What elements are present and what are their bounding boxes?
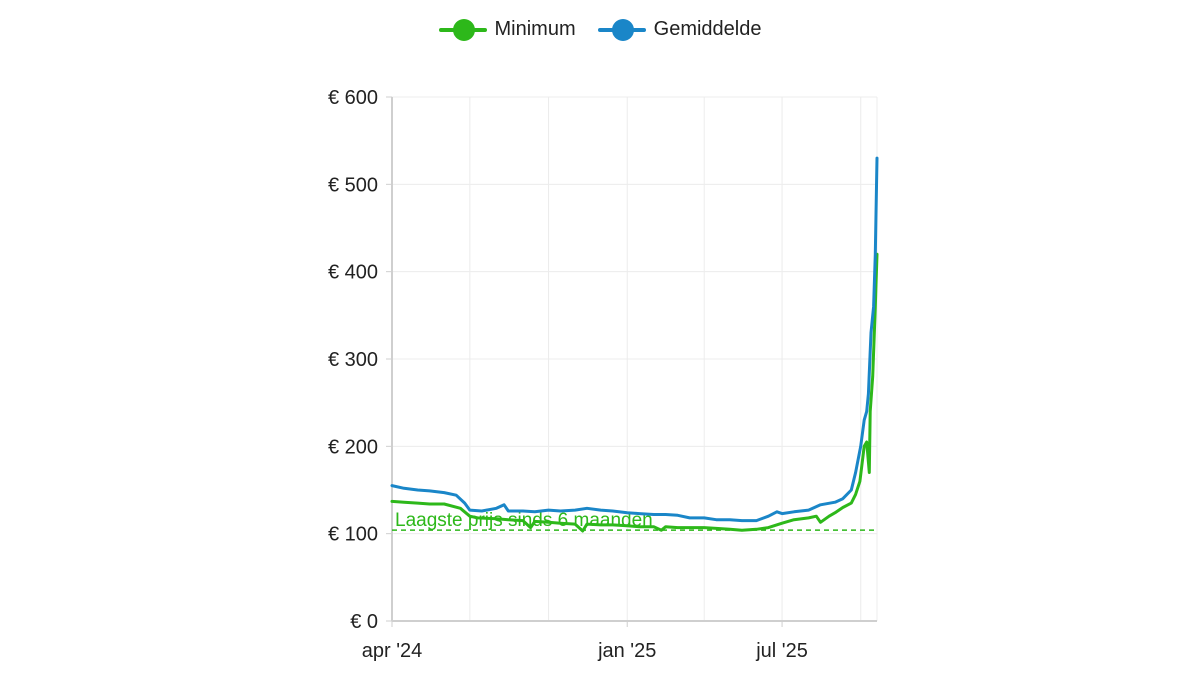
y-tick-label: € 200 (328, 436, 378, 458)
legend-item-gemiddelde[interactable]: Gemiddelde (597, 18, 762, 41)
x-tick-label: jan '25 (597, 640, 656, 662)
legend: Minimum Gemiddelde (0, 18, 1200, 41)
y-tick-label: € 600 (328, 87, 378, 109)
y-tick-label: € 100 (328, 524, 378, 546)
series-line-minimum (390, 252, 879, 533)
x-tick-label: apr '24 (362, 640, 423, 662)
series-line-gemiddelde (390, 156, 879, 523)
legend-swatch-minimum (438, 18, 487, 41)
axes: € 0 € 100 € 200 € 300 € 400 € 500 € 600 apr '24… (328, 87, 877, 662)
x-tick-label: jul '25 (755, 640, 808, 662)
legend-label-minimum: Minimum (494, 18, 576, 40)
series-lines (390, 156, 879, 533)
y-tick-label: € 0 (350, 611, 378, 633)
y-tick-label: € 300 (328, 349, 378, 371)
grid (391, 96, 878, 622)
y-tick-label: € 500 (328, 174, 378, 196)
legend-item-minimum[interactable]: Minimum (438, 18, 576, 41)
y-tick-label: € 400 (328, 262, 378, 284)
legend-swatch-gemiddelde (597, 18, 646, 41)
legend-label-gemiddelde: Gemiddelde (653, 18, 762, 40)
